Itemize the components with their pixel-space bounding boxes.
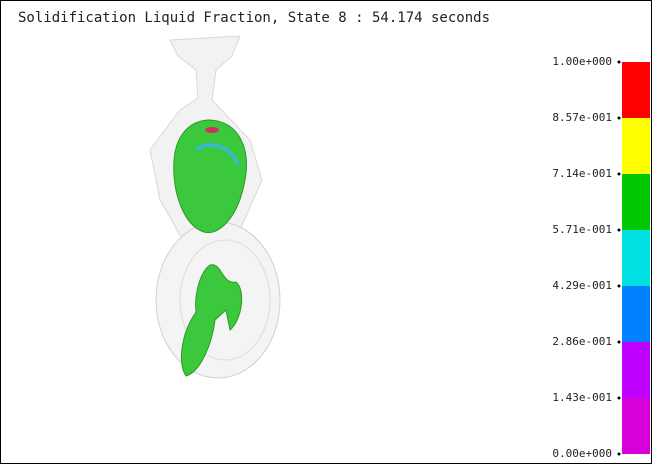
- hot-spot: [205, 127, 219, 133]
- legend-label: 1.43e-001: [552, 391, 612, 404]
- legend-band: [622, 62, 650, 118]
- legend-tick: [618, 173, 621, 176]
- legend-tick: [618, 117, 621, 120]
- legend-label: 7.14e-001: [552, 167, 612, 180]
- legend-tick: [618, 453, 621, 456]
- legend-band: [622, 342, 650, 398]
- legend-band: [622, 174, 650, 230]
- legend-label: 2.86e-001: [552, 335, 612, 348]
- legend-tick: [618, 61, 621, 64]
- legend-label: 8.57e-001: [552, 111, 612, 124]
- legend-band: [622, 286, 650, 342]
- legend-label: 1.00e+000: [552, 55, 612, 68]
- viewport: Solidification Liquid Fraction, State 8 …: [0, 0, 652, 464]
- legend-tick: [618, 229, 621, 232]
- legend-label: 5.71e-001: [552, 223, 612, 236]
- title: Solidification Liquid Fraction, State 8 …: [18, 10, 490, 26]
- legend-label: 0.00e+000: [552, 447, 612, 460]
- legend-band: [622, 230, 650, 286]
- legend-band: [622, 118, 650, 174]
- legend-band: [622, 398, 650, 454]
- legend-tick: [618, 397, 621, 400]
- legend-tick: [618, 285, 621, 288]
- legend-label: 4.29e-001: [552, 279, 612, 292]
- legend-tick: [618, 341, 621, 344]
